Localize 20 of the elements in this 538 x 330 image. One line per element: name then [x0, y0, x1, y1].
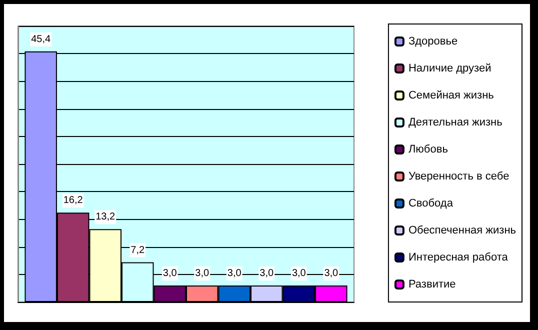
data-label: 3,0	[162, 268, 178, 279]
legend-label: Уверенность в себе	[408, 170, 510, 182]
legend-label: Наличие друзей	[408, 62, 492, 74]
legend-label: Развитие	[408, 278, 456, 290]
data-label: 3,0	[195, 268, 210, 279]
data-label: 16,2	[63, 195, 84, 206]
legend-label: Любовь	[408, 144, 448, 156]
data-label: 45,4	[31, 34, 52, 45]
data-label: 7,2	[130, 244, 146, 256]
legend-label: Семейная жизнь	[408, 90, 494, 102]
legend-label: Свобода	[408, 198, 454, 210]
legend-label: Интересная работа	[408, 252, 509, 264]
data-label: 3,0	[324, 268, 339, 279]
data-label: 13,2	[96, 212, 116, 223]
legend-label: Здоровье	[408, 36, 458, 48]
legend-label: Деятельная жизнь	[408, 116, 503, 128]
legend-label: Обеспеченная жизнь	[408, 224, 516, 236]
data-label: 3,0	[260, 268, 274, 279]
data-label: 3,0	[292, 268, 306, 279]
data-label: 3,0	[227, 268, 242, 279]
